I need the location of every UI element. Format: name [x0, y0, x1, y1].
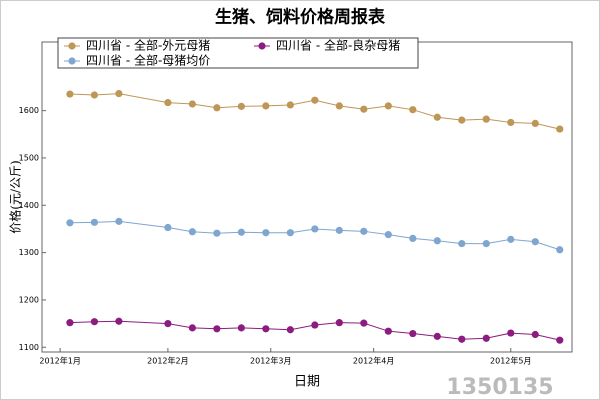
- y-axis-label: 价格(元/公斤): [8, 160, 23, 233]
- data-point: [237, 324, 245, 332]
- data-point: [384, 327, 392, 335]
- legend-marker: [68, 57, 76, 65]
- data-point: [213, 104, 221, 112]
- legend-label: 四川省 - 全部-良杂母猪: [276, 38, 400, 53]
- y-tick-label: 1600: [19, 106, 39, 115]
- legend-label: 四川省 - 全部-母猪均价: [86, 53, 210, 68]
- x-tick-label: 2012年4月: [353, 356, 394, 366]
- data-point: [507, 118, 515, 127]
- data-point: [188, 100, 196, 108]
- data-point: [531, 119, 539, 128]
- data-point: [360, 319, 368, 327]
- y-tick-label: 1100: [19, 343, 39, 352]
- data-point: [458, 335, 466, 343]
- data-point: [531, 330, 539, 339]
- data-point: [409, 234, 417, 243]
- data-point: [458, 116, 466, 124]
- data-point: [409, 329, 417, 338]
- data-point: [360, 227, 368, 235]
- data-point: [286, 326, 294, 334]
- x-axis-label: 日期: [294, 375, 320, 390]
- series-line: [69, 220, 560, 251]
- data-point: [433, 332, 441, 340]
- y-tick-label: 1300: [19, 248, 39, 257]
- data-point: [262, 325, 270, 333]
- data-point: [237, 102, 245, 110]
- data-point: [66, 90, 74, 98]
- data-point: [115, 317, 123, 325]
- x-tick-label: 2012年3月: [250, 356, 291, 366]
- data-point: [115, 217, 123, 225]
- data-point: [213, 229, 221, 237]
- data-point: [188, 228, 196, 236]
- data-point: [433, 237, 441, 245]
- data-point: [384, 102, 392, 110]
- data-point: [237, 228, 245, 236]
- legend: [57, 37, 419, 69]
- data-point: [90, 218, 99, 226]
- data-point: [556, 125, 564, 133]
- data-point: [409, 106, 417, 114]
- data-point: [213, 325, 221, 333]
- data-point: [188, 324, 196, 332]
- data-point: [115, 89, 123, 98]
- data-point: [286, 229, 294, 237]
- data-point: [335, 226, 343, 234]
- data-point: [311, 96, 319, 104]
- data-point: [556, 246, 564, 254]
- series-line: [69, 93, 560, 130]
- data-point: [360, 105, 368, 113]
- data-point: [458, 240, 466, 248]
- data-point: [507, 235, 515, 243]
- data-point: [164, 223, 172, 232]
- data-point: [482, 334, 490, 342]
- series-line: [69, 320, 560, 341]
- chart-title: 生猪、饲料价格周报表: [215, 7, 386, 28]
- data-point: [262, 229, 270, 237]
- data-point: [90, 91, 99, 99]
- data-point: [507, 329, 515, 337]
- legend-label: 四川省 - 全部-外元母猪: [86, 38, 210, 53]
- legend-marker: [258, 42, 266, 50]
- data-point: [335, 102, 343, 110]
- y-tick-label: 1400: [19, 201, 39, 210]
- data-point: [66, 219, 74, 227]
- x-tick-label: 2012年5月: [490, 356, 531, 366]
- data-point: [482, 240, 490, 248]
- data-point: [311, 225, 319, 233]
- data-point: [482, 115, 490, 123]
- data-point: [286, 101, 294, 109]
- data-point: [164, 98, 172, 107]
- legend-marker: [68, 42, 76, 50]
- data-point: [311, 321, 319, 329]
- y-tick-label: 1200: [19, 295, 39, 304]
- data-point: [335, 319, 343, 327]
- x-tick-label: 2012年2月: [147, 356, 188, 366]
- data-point: [90, 318, 99, 326]
- data-point: [556, 336, 564, 344]
- data-point: [433, 113, 441, 121]
- data-point: [164, 320, 172, 328]
- watermark: 1350135: [446, 375, 553, 400]
- data-point: [531, 238, 539, 246]
- data-point: [66, 319, 74, 327]
- y-tick-label: 1500: [19, 153, 39, 162]
- data-point: [262, 102, 270, 110]
- data-point: [384, 231, 392, 239]
- x-tick-label: 2012年1月: [39, 356, 80, 366]
